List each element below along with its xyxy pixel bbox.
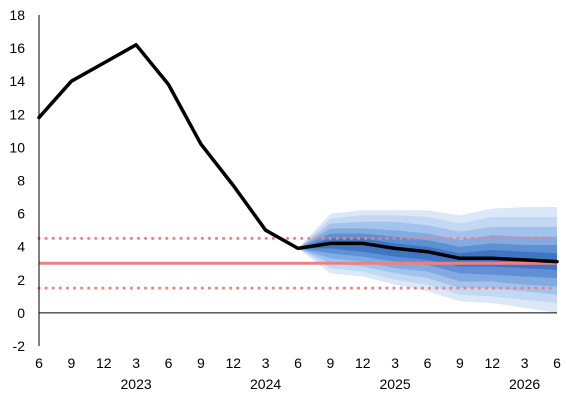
y-tick-label: 4 — [17, 239, 25, 255]
y-tick-label: 10 — [9, 139, 25, 155]
x-tick-label: 9 — [327, 355, 335, 371]
reference-lines — [37, 236, 559, 290]
x-tick-label: 3 — [132, 355, 140, 371]
y-tick-label: 6 — [17, 206, 25, 222]
x-tick-label: 9 — [197, 355, 205, 371]
series-lines — [37, 43, 559, 264]
x-tick-label: 3 — [262, 355, 270, 371]
y-tick-label: 18 — [9, 7, 25, 23]
x-tick-label: 12 — [355, 355, 371, 371]
x-tick-label: 9 — [68, 355, 76, 371]
y-tick-label: 12 — [9, 106, 25, 122]
x-year-label: 2023 — [121, 376, 152, 392]
x-tick-label: 3 — [391, 355, 399, 371]
x-tick-label: 12 — [226, 355, 242, 371]
y-tick-label: 16 — [9, 40, 25, 56]
x-tick-label: 6 — [294, 355, 302, 371]
x-tick-label: 6 — [35, 355, 43, 371]
tick-labels: -2 0 2 4 6 8 10 12 14 16 18 6 9 12 3 6 9 12 3 6 9 12 3 6 9 12 3 6 20… — [9, 7, 561, 392]
y-tick-label: 0 — [17, 305, 25, 321]
x-tick-label: 12 — [96, 355, 112, 371]
y-tick-label: 2 — [17, 272, 25, 288]
x-year-label: 2026 — [509, 376, 540, 392]
axes — [38, 15, 557, 346]
y-tick-label: 14 — [9, 73, 25, 89]
y-tick-label: -2 — [13, 338, 26, 354]
x-tick-label: 9 — [456, 355, 464, 371]
x-tick-label: 6 — [424, 355, 432, 371]
y-tick-label: 8 — [17, 173, 25, 189]
x-year-label: 2025 — [380, 376, 411, 392]
x-tick-label: 6 — [553, 355, 561, 371]
series-line-1 — [37, 43, 559, 264]
x-tick-label: 6 — [165, 355, 173, 371]
x-year-label: 2024 — [250, 376, 281, 392]
x-tick-label: 12 — [485, 355, 501, 371]
x-tick-label: 3 — [521, 355, 529, 371]
